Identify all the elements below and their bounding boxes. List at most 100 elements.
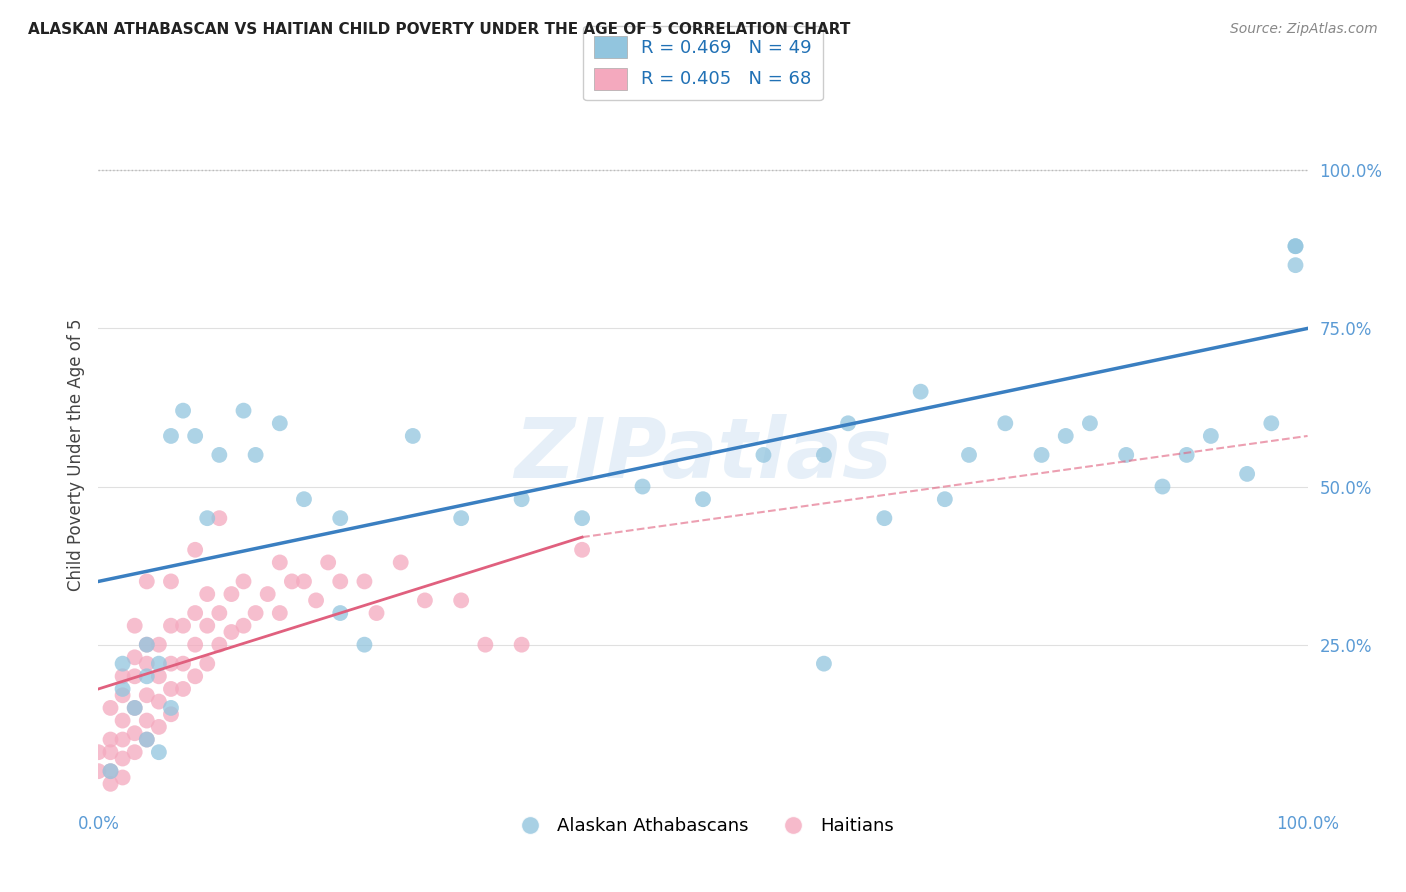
Point	[195, 587, 218, 601]
Point	[450, 511, 472, 525]
Point	[195, 511, 218, 525]
Point	[135, 714, 157, 728]
Point	[813, 448, 835, 462]
Point	[124, 650, 146, 665]
Point	[100, 764, 122, 779]
Point	[111, 771, 134, 785]
Point	[221, 587, 243, 601]
Point	[366, 606, 388, 620]
Point	[184, 638, 207, 652]
Point	[269, 606, 291, 620]
Point	[329, 606, 352, 620]
Point	[111, 732, 134, 747]
Point	[208, 511, 231, 525]
Point	[148, 638, 170, 652]
Point	[245, 448, 267, 462]
Point	[245, 606, 267, 620]
Point	[450, 593, 472, 607]
Point	[111, 714, 134, 728]
Point	[571, 542, 593, 557]
Point	[160, 657, 183, 671]
Point	[1284, 239, 1306, 253]
Point	[292, 574, 315, 589]
Point	[124, 745, 146, 759]
Point	[87, 745, 110, 759]
Point	[1031, 448, 1053, 462]
Point	[148, 657, 170, 671]
Point	[172, 403, 194, 417]
Point	[389, 556, 412, 570]
Point	[172, 681, 194, 696]
Point	[329, 574, 352, 589]
Point	[135, 732, 157, 747]
Point	[148, 720, 170, 734]
Point	[329, 511, 352, 525]
Point	[1284, 258, 1306, 272]
Y-axis label: Child Poverty Under the Age of 5: Child Poverty Under the Age of 5	[66, 318, 84, 591]
Point	[1152, 479, 1174, 493]
Point	[957, 448, 980, 462]
Point	[1115, 448, 1137, 462]
Point	[1260, 417, 1282, 431]
Point	[837, 417, 859, 431]
Point	[148, 745, 170, 759]
Point	[100, 745, 122, 759]
Point	[124, 618, 146, 632]
Point	[135, 657, 157, 671]
Point	[111, 751, 134, 765]
Point	[269, 556, 291, 570]
Point	[571, 511, 593, 525]
Legend: Alaskan Athabascans, Haitians: Alaskan Athabascans, Haitians	[505, 810, 901, 842]
Point	[1199, 429, 1222, 443]
Point	[148, 669, 170, 683]
Point	[353, 638, 375, 652]
Point	[910, 384, 932, 399]
Point	[256, 587, 278, 601]
Point	[100, 701, 122, 715]
Point	[402, 429, 425, 443]
Text: Source: ZipAtlas.com: Source: ZipAtlas.com	[1230, 22, 1378, 37]
Point	[221, 625, 243, 640]
Point	[124, 701, 146, 715]
Point	[135, 669, 157, 683]
Point	[172, 618, 194, 632]
Point	[111, 681, 134, 696]
Point	[160, 618, 183, 632]
Point	[994, 417, 1017, 431]
Point	[1236, 467, 1258, 481]
Point	[100, 777, 122, 791]
Point	[111, 669, 134, 683]
Point	[305, 593, 328, 607]
Point	[160, 707, 183, 722]
Point	[413, 593, 436, 607]
Point	[1175, 448, 1198, 462]
Point	[184, 542, 207, 557]
Point	[184, 669, 207, 683]
Point	[232, 618, 254, 632]
Point	[135, 638, 157, 652]
Point	[100, 764, 122, 779]
Point	[1284, 239, 1306, 253]
Point	[160, 701, 183, 715]
Point	[87, 764, 110, 779]
Point	[124, 669, 146, 683]
Point	[1054, 429, 1077, 443]
Point	[124, 726, 146, 740]
Point	[160, 574, 183, 589]
Point	[208, 638, 231, 652]
Point	[813, 657, 835, 671]
Point	[1078, 417, 1101, 431]
Point	[208, 606, 231, 620]
Point	[692, 492, 714, 507]
Text: ZIPatlas: ZIPatlas	[515, 415, 891, 495]
Point	[195, 657, 218, 671]
Point	[135, 732, 157, 747]
Point	[195, 618, 218, 632]
Point	[111, 657, 134, 671]
Point	[148, 695, 170, 709]
Point	[184, 429, 207, 443]
Point	[172, 657, 194, 671]
Point	[184, 606, 207, 620]
Point	[208, 448, 231, 462]
Point	[510, 638, 533, 652]
